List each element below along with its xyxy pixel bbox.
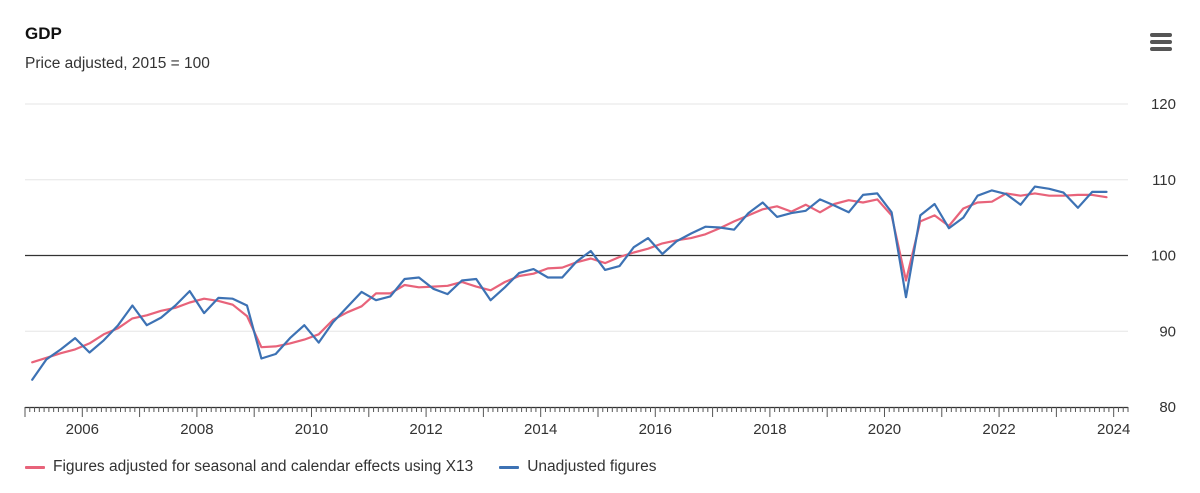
legend-item-unadjusted[interactable]: Unadjusted figures [499,458,656,476]
x-tick-label: 2012 [409,421,442,438]
series-line-adjusted [31,192,1108,364]
series-line-unadjusted [31,185,1108,381]
x-tick-label: 2020 [868,421,901,438]
legend-label-unadjusted: Unadjusted figures [527,458,657,475]
legend-swatch-unadjusted [499,465,520,469]
y-tick-label: 100 [1151,248,1176,265]
menu-icon[interactable] [1148,30,1176,54]
line-chart: 2006 2008 2010 2012 2014 2016 2018 2020 2022 2024… [24,96,1176,438]
legend-swatch-adjusted [25,465,45,469]
x-tick-label: 2008 [180,421,213,438]
legend: Figures adjusted for seasonal and calend… [25,458,682,476]
x-axis: 2006 2008 2010 2012 2014 2016 2018 2020 2022 2024 [24,406,1130,438]
menu-icon-bar [1150,33,1172,37]
x-tick-label: 2018 [753,421,786,438]
legend-label-adjusted: Figures adjusted for seasonal and calend… [53,458,474,475]
y-tick-label: 90 [1159,323,1176,340]
x-tick-label: 2010 [295,421,328,438]
x-tick-label: 2006 [66,421,99,438]
y-tick-label: 110 [1152,172,1176,189]
y-tick-label: 120 [1151,96,1176,113]
chart-subtitle: Price adjusted, 2015 = 100 [25,55,210,72]
y-axis: 80 90 100 110 120 [1151,96,1176,416]
x-tick-label: 2024 [1097,421,1130,438]
menu-icon-bar [1150,47,1172,51]
menu-icon-bar [1150,40,1172,44]
x-tick-label: 2022 [982,421,1015,438]
series-layer [31,185,1108,381]
legend-item-adjusted[interactable]: Figures adjusted for seasonal and calend… [25,458,473,476]
chart-title: GDP [25,24,62,43]
x-tick-label: 2016 [639,421,672,438]
x-tick-label: 2014 [524,421,557,438]
y-tick-label: 80 [1159,399,1176,416]
